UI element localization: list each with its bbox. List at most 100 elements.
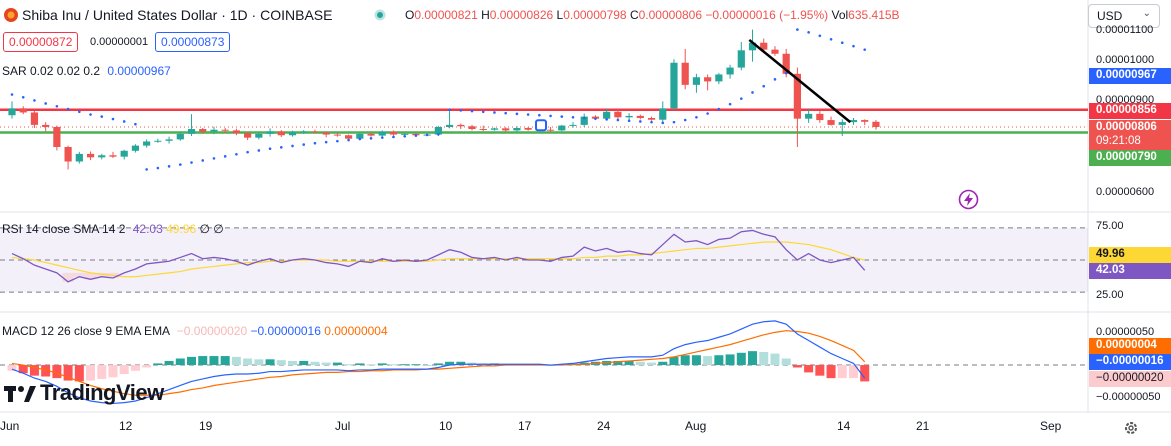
macd-histogram-bar	[433, 363, 443, 366]
candle-body	[614, 111, 622, 118]
macd-hist-value: −0.00000020	[176, 324, 248, 338]
price-tick: 0.00001000	[1096, 54, 1155, 66]
sar-dot	[751, 91, 754, 94]
sar-dot	[336, 139, 339, 143]
candle-body	[513, 128, 521, 131]
candle-body	[120, 150, 128, 157]
candle-body	[434, 126, 442, 135]
sar-dot	[89, 113, 92, 116]
sar-dot	[863, 48, 867, 51]
macd-histogram-bar	[243, 358, 253, 366]
buy-button[interactable]: 0.00000873	[155, 32, 231, 52]
rsi-legend[interactable]: RSI 14 close SMA 14 2 42.03 49.96 ∅ ∅	[2, 222, 224, 236]
sar-dot	[369, 137, 373, 140]
sar-dot	[324, 140, 328, 144]
candle-body	[221, 129, 229, 131]
candle-body	[210, 129, 218, 132]
candle-body	[726, 67, 734, 75]
time-tick: Jun	[0, 419, 20, 433]
time-tick: 24	[597, 419, 611, 433]
sar-dot	[358, 137, 362, 141]
candle-body	[30, 112, 39, 125]
sell-button[interactable]: 0.00000872	[3, 32, 79, 52]
macd-line-value: −0.00000016	[250, 324, 321, 338]
sar-dot	[470, 109, 474, 113]
settings-gear-icon[interactable]	[1123, 420, 1139, 436]
macd-histogram-bar	[714, 355, 724, 366]
rsi-sma-line	[11, 241, 865, 278]
time-tick: Aug	[685, 419, 707, 433]
macd-histogram-bar	[725, 354, 735, 366]
symbol-title[interactable]: Shiba Inu / United States Dollar · 1D · …	[22, 7, 333, 23]
candle-body	[165, 139, 173, 141]
macd-histogram-bar	[41, 365, 51, 377]
time-tick: Jul	[335, 419, 351, 433]
macd-histogram-bar	[97, 365, 107, 379]
h-value: 0.00000826	[489, 8, 554, 22]
live-status-icon	[374, 9, 386, 21]
rsi-tick: 25.00	[1096, 289, 1124, 301]
ohlc-readout: O0.00000821 H0.00000826 L0.00000798 C0.0…	[405, 8, 900, 22]
macd-histogram-bar	[299, 360, 309, 366]
support-price-tag: 0.00000790	[1089, 150, 1171, 166]
sar-dot	[706, 112, 709, 115]
macd-legend[interactable]: MACD 12 26 close 9 EMA EMA −0.00000020 −…	[2, 324, 388, 338]
sar-dot	[223, 155, 227, 158]
c-value: 0.00000806	[638, 8, 703, 22]
macd-line	[11, 320, 866, 405]
candle-body	[345, 135, 353, 139]
macd-histogram-bar	[52, 365, 62, 379]
sar-dot	[504, 111, 507, 115]
sar-dot	[818, 34, 822, 38]
candle-body	[143, 141, 151, 146]
sar-dot	[33, 99, 36, 102]
sar-price-tag: 0.00000967	[1089, 68, 1171, 84]
candle-body	[255, 133, 263, 138]
sar-dot	[268, 147, 272, 151]
price-layer[interactable]	[0, 28, 1088, 171]
candle-body	[704, 77, 712, 82]
time-tick: Sep	[1040, 419, 1062, 433]
macd-histogram-bar	[377, 363, 387, 366]
candle-body	[737, 50, 745, 68]
rsi-oversold-fill	[96, 272, 108, 277]
candle-body	[8, 108, 16, 116]
macd-histogram-bar	[691, 355, 701, 366]
sar-dot	[55, 104, 59, 108]
candle-body	[53, 126, 61, 147]
candle-body	[603, 111, 611, 119]
rsi-oversold-fill	[73, 272, 85, 277]
candle-body	[636, 115, 644, 118]
rsi-extra-2: ∅	[213, 222, 224, 236]
macd-histogram-bar	[29, 365, 39, 376]
macd-histogram-bar	[613, 360, 623, 366]
candle-body	[367, 133, 375, 136]
sar-dot	[605, 118, 608, 121]
currency-select[interactable]: USD ⌄	[1088, 4, 1160, 28]
candle-body	[569, 124, 577, 126]
time-tick: 19	[199, 419, 213, 433]
macd-histogram-bar	[456, 361, 466, 366]
sar-dot	[493, 111, 496, 114]
tradingview-logo-icon	[4, 386, 36, 402]
macd-histogram-bar	[119, 365, 129, 375]
candle-body	[445, 124, 454, 127]
macd-histogram-bar	[411, 364, 421, 366]
h-label: H	[481, 8, 490, 22]
price-tick: 0.00000600	[1096, 186, 1155, 198]
macd-layer	[0, 320, 1088, 405]
countdown-tag: 09:21:08	[1089, 134, 1171, 150]
sar-legend[interactable]: SAR 0.02 0.02 0.2 0.00000967	[2, 64, 171, 78]
sar-dot	[784, 71, 788, 75]
sar-dot	[21, 95, 25, 99]
candle-body	[782, 53, 790, 74]
rsi-sma-tag: 49.96	[1089, 247, 1171, 263]
sar-dot	[740, 97, 743, 100]
lightning-icon[interactable]	[958, 189, 979, 210]
candle-body	[849, 120, 858, 123]
sar-dot	[840, 41, 844, 45]
sar-value: 0.00000967	[107, 64, 171, 78]
macd-histogram-bar	[220, 356, 230, 366]
macd-histogram-bar	[288, 360, 297, 366]
